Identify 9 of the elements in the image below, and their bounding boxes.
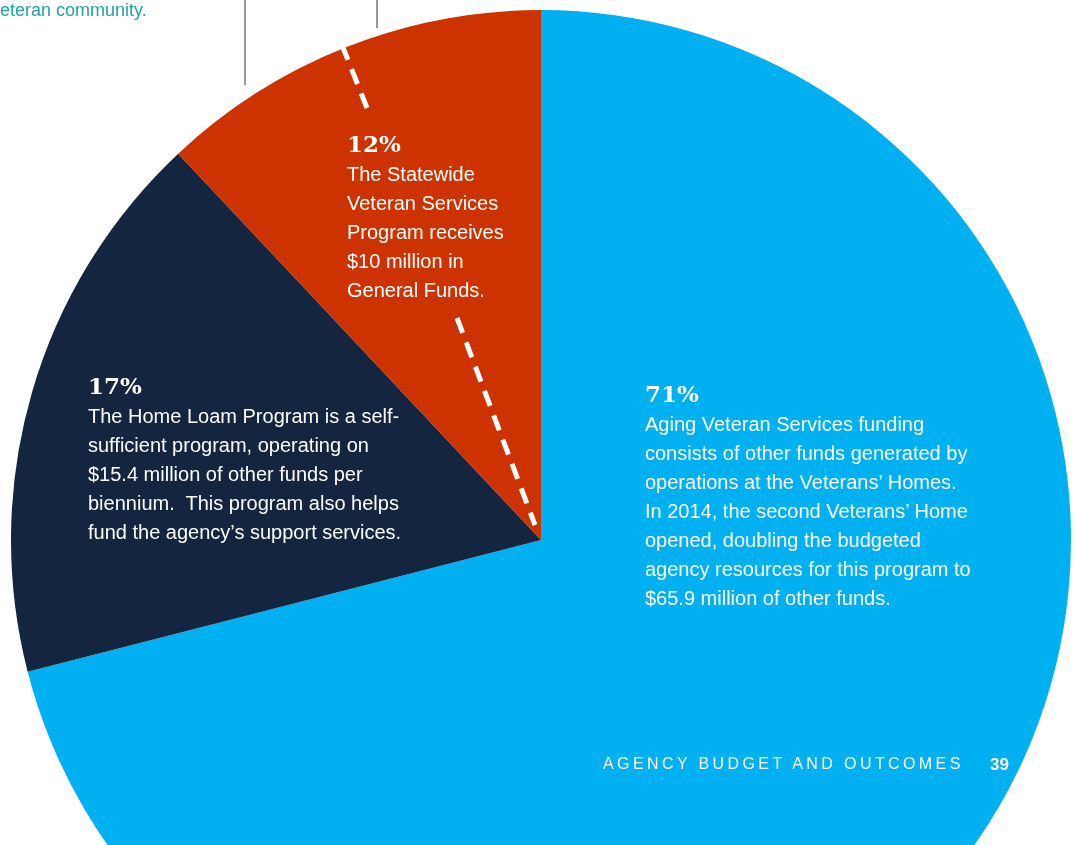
data-label: 12% — [347, 129, 402, 159]
text: 39 — [990, 755, 1009, 775]
text: The Statewide Veteran Services Program receives $10 million in General Funds. — [347, 162, 505, 303]
text: Aging Veteran Services funding consists of other funds generated by operations at the Veterans’ Homes. In 2014, the second Veterans’ Home opened, doubling the budgeted agency resources for this program to $65.9 million of other funds. — [645, 412, 972, 611]
data-label: 71% — [645, 379, 700, 409]
text: AGENCY BUDGET AND OUTCOMES — [603, 755, 964, 773]
data-label: 17% — [88, 371, 143, 401]
text: The Home Loam Program is a self-sufficient program, operating on $15.4 million of other funds per biennium. This program also helps fund the agency’s support services. — [88, 404, 403, 545]
text: eteran community. — [0, 0, 147, 20]
